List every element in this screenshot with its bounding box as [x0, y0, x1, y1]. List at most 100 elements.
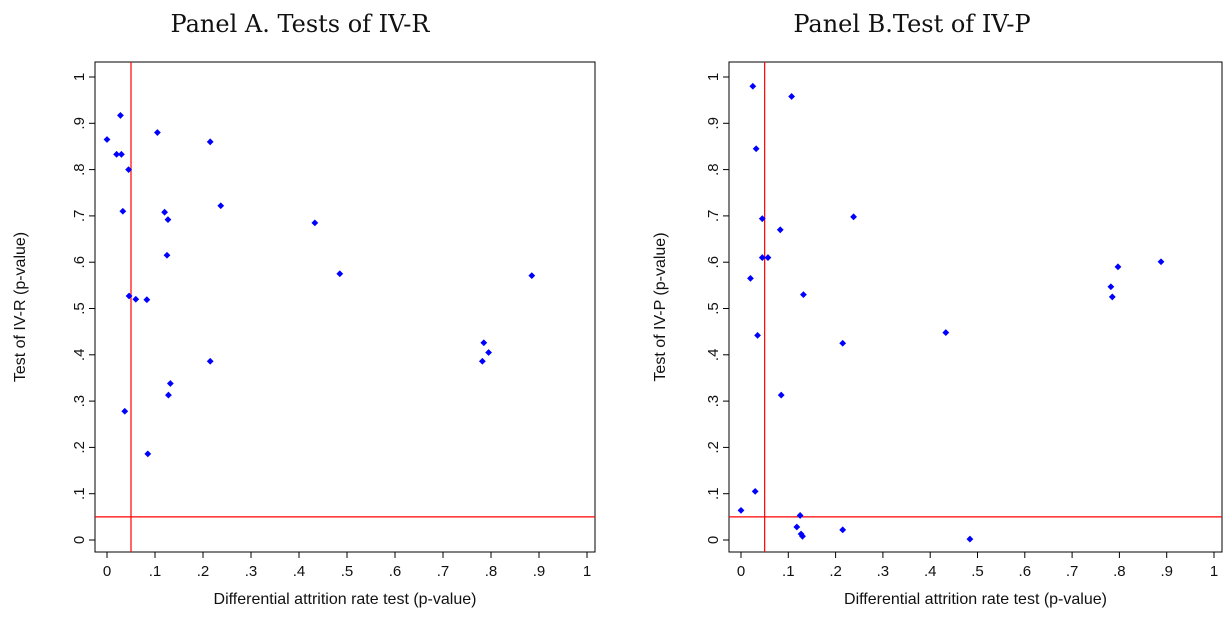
panel-b-y-tick-label: 0: [705, 536, 722, 544]
panel-b-x-tick-label: 0: [737, 563, 745, 580]
panel-a-data-point: [166, 380, 174, 387]
panel-b-y-tick-label: .6: [705, 256, 722, 269]
panel-a-y-tick-label: .6: [71, 256, 88, 269]
panel-b-data-point: [966, 535, 974, 543]
panel-a-data-point: [143, 296, 151, 304]
panel-a-data-point: [311, 219, 319, 227]
panel-b-x-tick-label: .1: [782, 563, 795, 580]
panel-a-y-tick-label: .4: [71, 349, 88, 362]
panel-b-data-point: [754, 331, 761, 339]
panel-a-data-point: [161, 208, 168, 216]
panel-b-x-tick-label: .3: [877, 563, 890, 580]
panel-a-x-tick-label: .3: [245, 563, 258, 580]
panel-b-y-tick-label: .7: [705, 210, 722, 223]
panel-a-data-point: [163, 251, 171, 259]
panel-b-data-point: [749, 82, 757, 90]
panel-b-y-tick-label: .4: [705, 349, 722, 362]
panel-a-x-tick-label: .5: [341, 563, 354, 580]
panel-b-data-point: [751, 487, 759, 495]
panel-a-data-point: [113, 150, 120, 158]
panel-b-y-tick-label: .1: [705, 487, 722, 500]
panel-a-x-tick-label: .2: [197, 563, 210, 580]
panel-b-data-point: [758, 254, 766, 261]
panel-b-x-tick-label: .6: [1019, 563, 1032, 580]
panel-a-x-tick-label: .8: [485, 563, 498, 580]
panel-b-y-tick-label: .8: [705, 163, 722, 176]
panel-a-data-point: [118, 150, 125, 158]
panel-a-title: Panel A. Tests of IV-R: [170, 10, 430, 38]
panel-a-x-tick-label: .1: [149, 563, 162, 580]
panel-b-data-point: [1108, 293, 1116, 301]
panel-a-y-tick-label: .3: [71, 395, 88, 408]
panel-a-data-point: [164, 216, 172, 224]
panel-b-data-point: [1157, 258, 1165, 266]
panel-a-data-point: [485, 349, 492, 356]
panel-b-x-tick-label: .5: [971, 563, 984, 580]
panel-b-title: Panel B.Test of IV-P: [793, 10, 1031, 38]
panel-a-data-point: [478, 357, 486, 365]
panel-a-plot-frame: [94, 61, 596, 553]
panel-a-data-point: [336, 270, 344, 278]
panel-a-data-point: [125, 166, 132, 173]
panel-a-y-axis-title: Test of IV-R (p-value): [12, 232, 29, 382]
panel-b-data-point: [737, 506, 745, 514]
panel-b-data-point: [1107, 283, 1115, 291]
panel-b-y-tick-label: .9: [705, 117, 722, 130]
panel-a-x-tick-label: 0: [103, 563, 111, 580]
panel-b-data-point: [788, 93, 796, 100]
panel-b-data-point: [800, 291, 807, 299]
panel-b-data-point: [796, 512, 804, 519]
panel-b-x-tick-label: .7: [1066, 563, 1079, 580]
panel-a-y-tick-label: .5: [71, 302, 88, 315]
panel-a-y-tick-label: .9: [71, 117, 88, 130]
panel-b-data-point: [747, 275, 754, 282]
panel-a-x-tick-label: .9: [533, 563, 546, 580]
panel-b-plot-frame: [728, 61, 1223, 553]
panel-b-data-point: [942, 329, 950, 336]
panel-b-data-point: [1114, 263, 1122, 271]
panel-a-data-point: [528, 272, 536, 280]
panel-b-data-point: [799, 532, 806, 540]
panel-b-x-tick-label: .9: [1160, 563, 1173, 580]
panel-b-data-point: [776, 226, 784, 234]
panel-a-data-point: [125, 292, 133, 300]
panel-b-y-tick-label: .3: [705, 395, 722, 408]
panel-b-y-tick-label: .5: [705, 302, 722, 315]
panel-b-x-tick-label: .8: [1113, 563, 1126, 580]
panel-b-data-point: [758, 215, 766, 223]
panel-a-x-tick-label: .7: [437, 563, 450, 580]
panel-a-data-point: [103, 136, 111, 143]
panel-a-x-axis-title: Differential attrition rate test (p-valu…: [214, 591, 477, 608]
panel-a-data-point: [144, 450, 152, 458]
panel-a-data-point: [154, 129, 161, 136]
panel-b-x-tick-label: .4: [924, 563, 937, 580]
panel-a-x-tick-label: .4: [293, 563, 306, 580]
panel-a-data-point: [117, 112, 124, 119]
panel-a-y-tick-label: .2: [71, 441, 88, 454]
panel-b-x-axis-title: Differential attrition rate test (p-valu…: [844, 591, 1107, 608]
panel-b-data-point: [793, 523, 801, 531]
panel-b-data-point: [839, 526, 847, 534]
panel-a-data-point: [206, 138, 214, 146]
panel-b-y-tick-label: .2: [705, 441, 722, 454]
panel-a-y-tick-label: 1: [71, 73, 88, 81]
panel-a-y-tick-label: .1: [71, 487, 88, 500]
panel-a-data-point: [217, 202, 225, 210]
panel-b-x-tick-label: .2: [829, 563, 842, 580]
panel-b-data-point: [839, 339, 847, 347]
panel-b-x-tick-label: 1: [1210, 563, 1218, 580]
panel-a-y-tick-label: 0: [71, 536, 88, 544]
panel-a-x-tick-label: 1: [583, 563, 591, 580]
panel-b-data-point: [752, 145, 760, 153]
panel-b-data-point: [777, 391, 785, 399]
panel-a-data-point: [165, 391, 172, 399]
panel-a-x-tick-label: .6: [389, 563, 402, 580]
panel-a-data-point: [206, 357, 214, 365]
panel-a-data-point: [480, 339, 488, 347]
panel-a-data-point: [132, 295, 140, 303]
panel-b-y-tick-label: 1: [705, 73, 722, 81]
panel-a-data-point: [119, 207, 127, 215]
panel-a-data-point: [121, 407, 129, 415]
panel-b-data-point: [850, 213, 857, 221]
